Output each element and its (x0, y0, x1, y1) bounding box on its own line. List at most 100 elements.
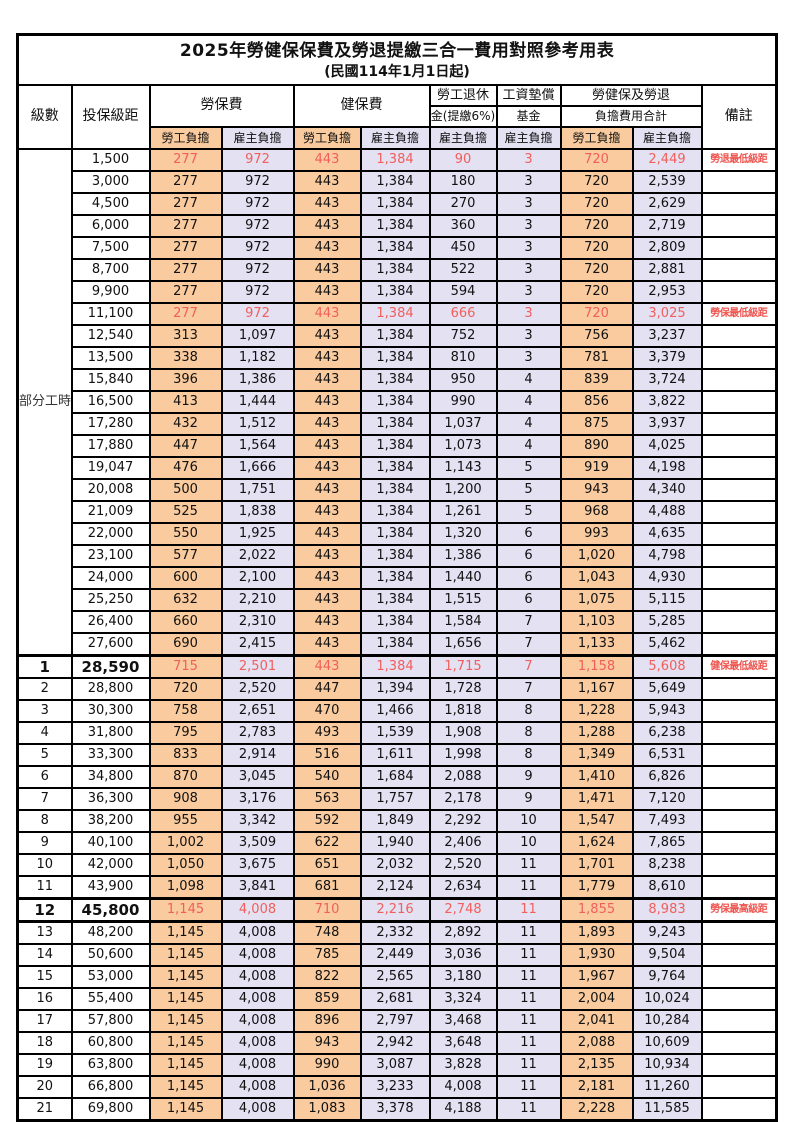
cell-salary-bracket: 17,280 (70, 411, 151, 436)
table-row: 26,400 660 2,310 443 1,384 1,584 7 1,103 5,285 (18, 609, 778, 634)
cell-pension-employer: 3,180 (428, 964, 498, 989)
cell-salary-bracket: 3,000 (70, 169, 151, 194)
cell-remark: 勞保最高級距 (700, 896, 778, 923)
cell-wage-fund-employer: 6 (495, 543, 562, 568)
cell-health-employee: 443 (292, 631, 362, 656)
cell-total-employer: 7,865 (631, 830, 703, 855)
cell-salary-bracket: 38,200 (70, 808, 151, 833)
cell-total-employer: 5,943 (631, 698, 703, 723)
cell-pension-employer: 2,520 (428, 852, 498, 877)
cell-total-employer: 5,608 (631, 653, 703, 679)
table-row: 17,280 432 1,512 443 1,384 1,037 4 875 3,937 (18, 411, 778, 436)
cell-total-employee: 2,181 (559, 1074, 634, 1099)
cell-total-employee: 2,004 (559, 986, 634, 1011)
cell-salary-bracket: 45,800 (70, 896, 151, 923)
cell-pension-employer: 2,292 (428, 808, 498, 833)
cell-labor-employer: 1,512 (220, 411, 295, 436)
cell-labor-employee: 396 (148, 367, 223, 392)
cell-health-employer: 1,384 (359, 653, 431, 679)
cell-total-employer: 10,609 (631, 1030, 703, 1055)
cell-total-employee: 875 (559, 411, 634, 436)
cell-labor-employer: 2,310 (220, 609, 295, 634)
cell-total-employee: 890 (559, 433, 634, 458)
table-row: 20 66,800 1,145 4,008 1,036 3,233 4,008 11 2,181… (16, 1074, 778, 1099)
cell-total-employer: 5,115 (631, 587, 703, 612)
cell-wage-fund-employer: 5 (495, 455, 562, 480)
cell-remark (700, 920, 778, 945)
cell-salary-bracket: 69,800 (70, 1096, 151, 1121)
cell-health-employee: 443 (292, 609, 362, 634)
table-body: 部分工時 1,500 277 972 443 1,384 90 3 720 2,449 勞退最低級距… (16, 147, 778, 1121)
cell-total-employee: 1,103 (559, 609, 634, 634)
cell-labor-employee: 1,050 (148, 852, 223, 877)
cell-pension-employer: 3,036 (428, 942, 498, 967)
cell-wage-fund-employer: 3 (495, 169, 562, 194)
table-row: 13,500 338 1,182 443 1,384 810 3 781 3,379 (18, 345, 778, 370)
cell-total-employee: 1,967 (559, 964, 634, 989)
cell-labor-employee: 1,145 (148, 942, 223, 967)
table-row: 2 28,800 720 2,520 447 1,394 1,728 7 1,167 5,649 (16, 676, 778, 701)
cell-wage-fund-employer: 9 (495, 786, 562, 811)
cell-salary-bracket: 26,400 (70, 609, 151, 634)
cell-total-employee: 2,088 (559, 1030, 634, 1055)
cell-labor-employer: 4,008 (220, 1030, 295, 1055)
cell-total-employee: 781 (559, 345, 634, 370)
cell-total-employee: 2,228 (559, 1096, 634, 1121)
table-row: 24,000 600 2,100 443 1,384 1,440 6 1,043 4,930 (18, 565, 778, 590)
cell-wage-fund-employer: 7 (495, 676, 562, 701)
cell-salary-bracket: 27,600 (70, 631, 151, 656)
cell-health-employer: 2,124 (359, 874, 431, 899)
cell-total-employee: 943 (559, 477, 634, 502)
cell-health-employer: 1,611 (359, 742, 431, 767)
cell-salary-bracket: 40,100 (70, 830, 151, 855)
cell-pension-employer: 90 (428, 147, 498, 172)
cell-health-employee: 748 (292, 920, 362, 945)
cell-level: 11 (16, 874, 73, 899)
cell-labor-employer: 4,008 (220, 1008, 295, 1033)
cell-labor-employee: 277 (148, 257, 223, 282)
cell-labor-employee: 277 (148, 191, 223, 216)
cell-pension-employer: 990 (428, 389, 498, 414)
cell-health-employee: 443 (292, 279, 362, 304)
cell-labor-employee: 1,145 (148, 964, 223, 989)
cell-total-employer: 6,826 (631, 764, 703, 789)
cell-wage-fund-employer: 11 (495, 874, 562, 899)
cell-total-employer: 3,724 (631, 367, 703, 392)
cell-health-employer: 2,449 (359, 942, 431, 967)
cell-total-employee: 720 (559, 191, 634, 216)
cell-labor-employee: 313 (148, 323, 223, 348)
cell-health-employee: 443 (292, 433, 362, 458)
cell-total-employer: 9,504 (631, 942, 703, 967)
cell-salary-bracket: 42,000 (70, 852, 151, 877)
cell-pension-employer: 270 (428, 191, 498, 216)
cell-salary-bracket: 15,840 (70, 367, 151, 392)
cell-total-employee: 1,288 (559, 720, 634, 745)
cell-health-employer: 1,384 (359, 433, 431, 458)
title-row: 2025年勞健保保費及勞退提繳三合一費用對照參考用表 (民國114年1月1日起) (16, 33, 778, 86)
cell-labor-employee: 1,145 (148, 986, 223, 1011)
subheader-labor-employee: 勞工負擔 (148, 125, 223, 150)
table-row: 16 55,400 1,145 4,008 859 2,681 3,324 11 2,004 10… (16, 986, 778, 1011)
cell-health-employer: 1,384 (359, 631, 431, 656)
cell-labor-employer: 3,176 (220, 786, 295, 811)
table-row: 3,000 277 972 443 1,384 180 3 720 2,539 (18, 169, 778, 194)
table-row: 5 33,300 833 2,914 516 1,611 1,998 8 1,349 6,531 (16, 742, 778, 767)
cell-health-employer: 2,565 (359, 964, 431, 989)
cell-total-employer: 3,025 (631, 301, 703, 326)
cell-total-employer: 3,379 (631, 345, 703, 370)
cell-labor-employee: 277 (148, 301, 223, 326)
cell-labor-employer: 1,666 (220, 455, 295, 480)
cell-remark (700, 631, 778, 656)
cell-total-employer: 2,953 (631, 279, 703, 304)
cell-health-employee: 943 (292, 1030, 362, 1055)
cell-labor-employee: 277 (148, 235, 223, 260)
cell-total-employer: 4,198 (631, 455, 703, 480)
table-row: 9 40,100 1,002 3,509 622 1,940 2,406 10 1,624 7,8… (16, 830, 778, 855)
cell-health-employee: 592 (292, 808, 362, 833)
cell-total-employer: 8,610 (631, 874, 703, 899)
cell-labor-employer: 3,509 (220, 830, 295, 855)
table-row: 15,840 396 1,386 443 1,384 950 4 839 3,724 (18, 367, 778, 392)
cell-pension-employer: 1,386 (428, 543, 498, 568)
cell-level: 19 (16, 1052, 73, 1077)
cell-pension-employer: 666 (428, 301, 498, 326)
